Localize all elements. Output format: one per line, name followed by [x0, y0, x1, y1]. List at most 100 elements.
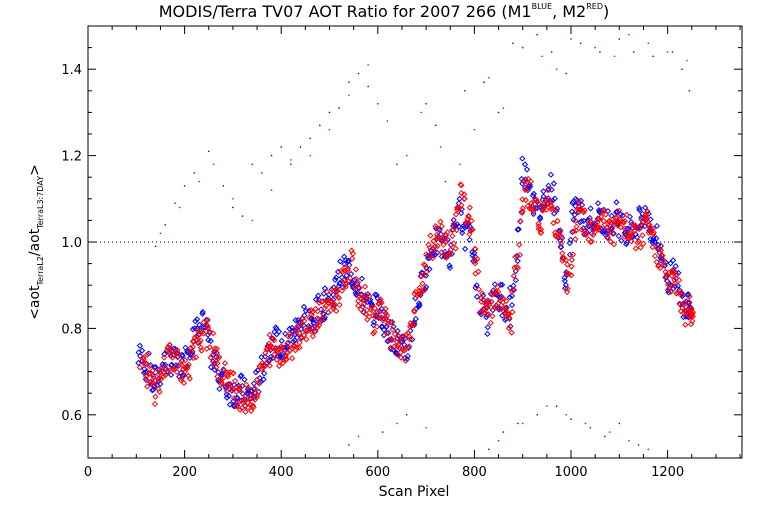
data-point: [571, 211, 578, 219]
data-point: [564, 285, 571, 292]
outlier-point: [348, 444, 350, 446]
data-point: [591, 220, 599, 227]
data-point: [337, 258, 344, 265]
data-point: [559, 250, 566, 257]
data-point: [374, 295, 381, 302]
data-point: [230, 397, 237, 405]
outlier-point: [589, 426, 592, 429]
data-point: [593, 224, 600, 232]
outlier-point: [579, 42, 582, 45]
data-point: [508, 292, 516, 299]
data-point: [639, 232, 646, 239]
data-point: [458, 190, 465, 197]
data-point: [426, 266, 433, 273]
data-point: [449, 232, 456, 240]
data-point: [139, 357, 146, 364]
data-point: [597, 213, 605, 220]
data-point: [617, 224, 624, 231]
outlier-point: [319, 124, 321, 127]
data-point: [440, 241, 447, 248]
data-point: [182, 357, 189, 364]
data-point: [535, 226, 542, 233]
outlier-point: [633, 51, 635, 53]
data-point: [362, 310, 369, 318]
data-point: [434, 242, 441, 250]
data-point: [614, 208, 621, 215]
data-point: [373, 323, 381, 330]
data-point: [564, 288, 571, 296]
data-point: [547, 171, 555, 178]
data-point: [471, 249, 478, 257]
data-point: [519, 208, 526, 215]
data-point: [166, 350, 173, 357]
x-axis-label: Scan Pixel: [378, 484, 450, 500]
outlier-point: [555, 68, 558, 70]
data-point: [615, 232, 622, 240]
outlier-point: [488, 77, 490, 79]
data-point: [406, 343, 413, 350]
data-point: [542, 195, 549, 202]
data-point: [668, 282, 675, 289]
data-point: [613, 214, 620, 221]
data-point: [434, 235, 442, 242]
data-point: [349, 255, 356, 262]
data-point: [457, 181, 464, 188]
y-tick-label: 1.2: [61, 150, 82, 165]
data-point: [573, 207, 580, 214]
data-point: [453, 226, 460, 234]
data-point: [200, 319, 207, 326]
data-point: [229, 385, 236, 392]
data-point: [318, 315, 325, 322]
data-point: [395, 333, 402, 340]
data-point: [197, 337, 204, 344]
data-point: [650, 229, 657, 236]
data-point: [673, 290, 680, 297]
data-point: [333, 285, 340, 292]
data-point: [142, 360, 149, 367]
data-point: [376, 300, 383, 307]
data-point: [411, 307, 418, 314]
data-point: [631, 227, 639, 234]
data-point: [536, 201, 543, 208]
outlier-point: [536, 33, 539, 36]
outlier-point: [599, 51, 601, 53]
data-point: [252, 369, 260, 376]
data-point: [149, 367, 156, 374]
data-point: [269, 343, 276, 351]
data-point: [458, 202, 465, 209]
outlier-point: [154, 245, 157, 248]
data-point: [286, 330, 293, 338]
outlier-point: [405, 414, 408, 416]
data-point: [429, 245, 437, 252]
data-point: [503, 297, 510, 305]
data-point: [573, 197, 580, 204]
data-point: [166, 341, 173, 348]
data-point: [197, 344, 204, 351]
data-point: [362, 292, 369, 299]
data-point: [303, 336, 310, 343]
data-point: [578, 226, 585, 233]
outlier-point: [604, 435, 606, 438]
data-point: [302, 327, 309, 334]
data-point: [298, 320, 305, 328]
data-point: [384, 312, 391, 319]
y-tick-label: 0.6: [61, 409, 82, 424]
data-point: [465, 220, 472, 228]
data-point: [354, 279, 362, 286]
data-point: [493, 290, 501, 297]
data-point: [437, 218, 444, 225]
data-point: [548, 202, 555, 210]
data-point: [330, 291, 337, 298]
data-point: [459, 229, 466, 236]
data-point: [653, 243, 660, 251]
data-point: [262, 362, 269, 370]
data-point: [576, 203, 583, 210]
data-point: [378, 299, 385, 306]
data-point: [416, 290, 424, 297]
data-point: [242, 396, 250, 403]
outlier-point: [299, 146, 302, 148]
data-point: [628, 238, 635, 245]
data-point: [182, 344, 189, 351]
data-point: [248, 395, 255, 402]
data-point: [623, 239, 631, 246]
